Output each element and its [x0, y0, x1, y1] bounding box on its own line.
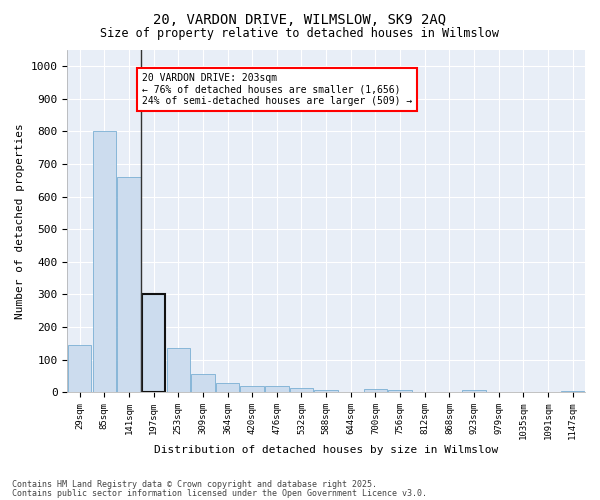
Text: 20 VARDON DRIVE: 203sqm
← 76% of detached houses are smaller (1,656)
24% of semi: 20 VARDON DRIVE: 203sqm ← 76% of detache… — [142, 73, 412, 106]
Bar — [191, 374, 215, 392]
Bar — [216, 383, 239, 392]
Bar — [68, 345, 91, 392]
Bar — [388, 390, 412, 392]
Bar — [167, 348, 190, 392]
Bar — [561, 391, 584, 392]
Bar — [241, 386, 264, 392]
Text: Contains HM Land Registry data © Crown copyright and database right 2025.: Contains HM Land Registry data © Crown c… — [12, 480, 377, 489]
Bar — [265, 386, 289, 392]
Bar — [290, 388, 313, 392]
Bar — [364, 390, 387, 392]
Bar — [314, 390, 338, 392]
Bar — [117, 177, 140, 392]
Bar — [142, 294, 165, 392]
Bar — [463, 390, 486, 392]
Text: Contains public sector information licensed under the Open Government Licence v3: Contains public sector information licen… — [12, 489, 427, 498]
Bar — [92, 132, 116, 392]
Text: 20, VARDON DRIVE, WILMSLOW, SK9 2AQ: 20, VARDON DRIVE, WILMSLOW, SK9 2AQ — [154, 12, 446, 26]
Text: Size of property relative to detached houses in Wilmslow: Size of property relative to detached ho… — [101, 28, 499, 40]
Y-axis label: Number of detached properties: Number of detached properties — [15, 123, 25, 319]
X-axis label: Distribution of detached houses by size in Wilmslow: Distribution of detached houses by size … — [154, 445, 498, 455]
